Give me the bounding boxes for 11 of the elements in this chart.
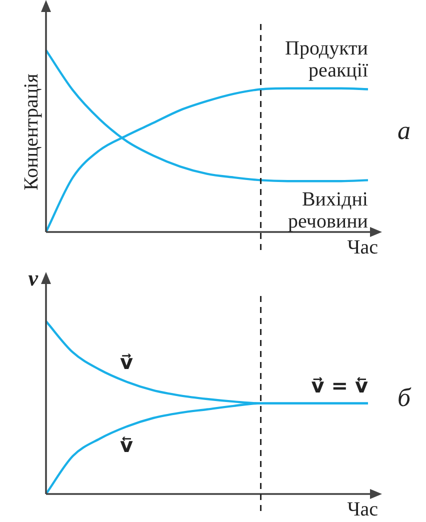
series-label: v⃗: [120, 350, 134, 374]
series-label: Продукти реакції: [285, 38, 368, 82]
text: а: [398, 116, 410, 145]
x-axis-title: Час: [347, 498, 378, 520]
y-axis-title: Концентрація: [20, 74, 42, 190]
text: б: [397, 382, 412, 412]
series-label: Вихідні речовини: [288, 188, 368, 232]
y-axis-title: v: [28, 266, 38, 291]
annotation: v⃗ = v⃖: [311, 374, 368, 398]
x-axis-title: Час: [347, 236, 378, 258]
series-label: v⃖: [120, 432, 134, 457]
